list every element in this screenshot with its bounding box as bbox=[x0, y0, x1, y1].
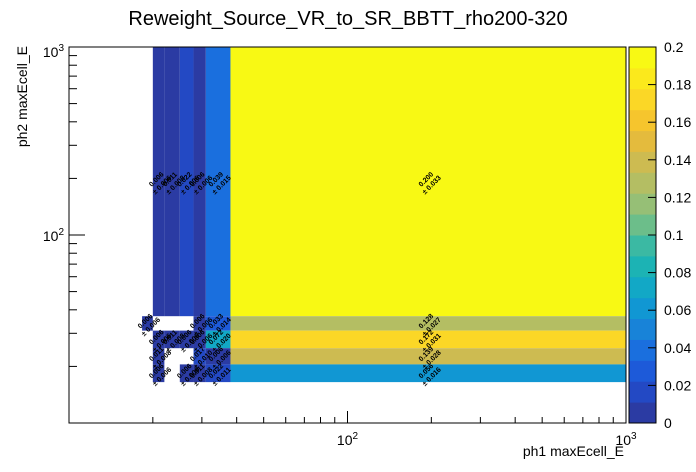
heatmap-cell bbox=[230, 47, 626, 317]
colorbar-segment bbox=[629, 130, 656, 152]
colorbar-tick-label: 0.02 bbox=[664, 377, 691, 393]
heatmap-cell bbox=[179, 330, 194, 349]
colorbar-tick-label: 0 bbox=[664, 415, 672, 431]
colorbar-segment bbox=[629, 109, 656, 132]
heatmap-cell bbox=[205, 348, 231, 365]
x-axis-label: ph1 maxEcell_E bbox=[523, 443, 624, 459]
colorbar-tick-label: 0.12 bbox=[664, 189, 691, 205]
heatmap-cell bbox=[230, 316, 626, 331]
heatmap-cell bbox=[152, 330, 165, 349]
y-tick-label: 102 bbox=[43, 227, 65, 244]
colorbar-tick-label: 0.08 bbox=[664, 265, 691, 281]
heatmap-cell bbox=[152, 47, 165, 317]
heatmap-cell bbox=[142, 316, 153, 331]
heatmap-cell bbox=[205, 330, 231, 349]
colorbar-segment bbox=[629, 67, 656, 90]
colorbar-segment bbox=[629, 339, 656, 361]
heatmap-cell bbox=[179, 47, 194, 317]
colorbar-segment bbox=[629, 172, 656, 194]
heatmap-cell bbox=[152, 364, 165, 383]
heatmap-cells bbox=[142, 47, 626, 383]
colorbar-tick-label: 0.14 bbox=[664, 152, 691, 168]
heatmap-cell bbox=[230, 330, 626, 349]
heatmap-cell bbox=[152, 348, 165, 365]
colorbar-segment bbox=[629, 193, 656, 215]
heatmap-cell bbox=[193, 47, 206, 317]
x-tick-label: 103 bbox=[615, 431, 637, 448]
heatmap-cell bbox=[230, 364, 626, 383]
colorbar-segment bbox=[629, 381, 656, 403]
heatmap-cell bbox=[230, 348, 626, 365]
colorbar-segment bbox=[629, 47, 656, 69]
color-scale-bar: 0 0.02 0.04 0.06 0.08 0.1 0.12 0.14 0.16 0.18 0.2 bbox=[628, 39, 691, 431]
colorbar-segment bbox=[629, 402, 656, 424]
colorbar-tick-label: 0.06 bbox=[664, 302, 691, 318]
colorbar-segment bbox=[629, 235, 656, 257]
colorbar-segment bbox=[629, 276, 656, 299]
colorbar-tick-label: 0.16 bbox=[664, 114, 691, 130]
colorbar-segment bbox=[629, 297, 656, 320]
chart-title: Reweight_Source_VR_to_SR_BBTT_rho200-320 bbox=[128, 8, 567, 30]
cell-value-label: 0.006± 0.006 bbox=[146, 361, 173, 388]
x-tick-label: 102 bbox=[337, 431, 359, 448]
colorbar-segment bbox=[629, 151, 656, 173]
colorbar-segment bbox=[629, 360, 656, 382]
heatmap-cell bbox=[205, 316, 231, 331]
heatmap-cell bbox=[205, 47, 231, 317]
heatmap-cell bbox=[193, 364, 206, 383]
heatmap-cell bbox=[193, 348, 206, 365]
colorbar-tick-label: 0.04 bbox=[664, 340, 691, 356]
colorbar-tick-label: 0.18 bbox=[664, 77, 691, 93]
y-tick-label: 103 bbox=[43, 43, 65, 60]
heatmap-cell bbox=[193, 316, 206, 331]
colorbar-tick-label: 0.2 bbox=[664, 39, 684, 55]
axes: 102 103 102 103 bbox=[43, 43, 637, 448]
y-axis-label: ph2 maxEcell_E bbox=[14, 46, 30, 147]
heatmap-cell bbox=[205, 364, 231, 383]
colorbar-segment bbox=[629, 88, 656, 111]
colorbar-segment bbox=[629, 318, 656, 340]
colorbar-segment bbox=[629, 255, 656, 278]
colorbar-tick-label: 0.1 bbox=[664, 227, 684, 243]
heatmap-cell bbox=[179, 364, 194, 383]
heatmap-cell bbox=[193, 330, 206, 349]
colorbar-segment bbox=[629, 214, 656, 236]
heatmap-cell bbox=[164, 47, 180, 317]
heatmap-cell bbox=[164, 330, 180, 349]
